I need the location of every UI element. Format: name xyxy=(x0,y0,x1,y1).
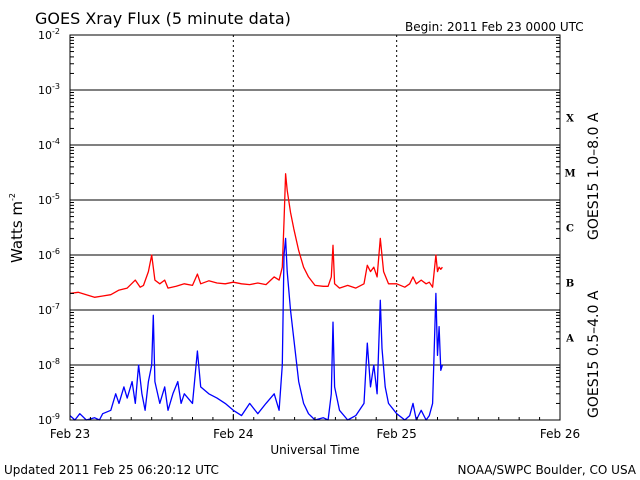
y-tick-label: 10-3 xyxy=(38,82,60,97)
y-tick-label: 10-2 xyxy=(38,27,60,42)
x-tick-label: Feb 24 xyxy=(213,427,253,441)
flare-class-b: B xyxy=(566,279,574,290)
flare-class-x: X xyxy=(566,114,574,125)
legend-long-channel: GOES15 1.0–8.0 A xyxy=(586,112,602,240)
updated-time: Updated 2011 Feb 25 06:20:12 UTC xyxy=(4,463,219,477)
x-tick-label: Feb 23 xyxy=(50,427,90,441)
series-line-long-channel xyxy=(69,173,443,298)
y-tick-label: 10-7 xyxy=(38,302,60,317)
flare-class-c: C xyxy=(566,224,574,235)
source-credit: NOAA/SWPC Boulder, CO USA xyxy=(458,463,637,477)
series-line-short-channel xyxy=(69,237,444,421)
y-axis-label-exp: -2 xyxy=(8,193,17,201)
series-layer xyxy=(69,173,444,421)
y-axis-ticks: 10-9 10-8 10-7 10-6 10-5 10-4 10-3 10-2 xyxy=(38,27,560,427)
flare-class-m: M xyxy=(564,169,575,180)
x-tick-label: Feb 26 xyxy=(540,427,580,441)
y-axis-label-base: Watts m xyxy=(8,201,26,263)
chart-title: GOES Xray Flux (5 minute data) xyxy=(35,9,291,28)
flare-class-a: A xyxy=(565,334,574,345)
begin-time: Begin: 2011 Feb 23 0000 UTC xyxy=(405,20,584,34)
y-tick-label: 10-6 xyxy=(38,247,60,262)
x-tick-label: Feb 25 xyxy=(376,427,416,441)
plot-frame xyxy=(69,34,561,421)
x-axis-label: Universal Time xyxy=(270,443,359,457)
y-tick-label: 10-9 xyxy=(38,412,60,427)
y-tick-label: 10-8 xyxy=(38,357,60,372)
y-tick-label: 10-5 xyxy=(38,192,60,207)
svg-text:Watts m-2: Watts m-2 xyxy=(8,193,26,263)
x-axis-ticks: Feb 23 Feb 24 Feb 25 Feb 26 xyxy=(50,414,580,441)
legend-short-channel: GOES15 0.5–4.0 A xyxy=(586,290,602,418)
flare-class-labels: A B C M X xyxy=(564,114,575,345)
y-axis-label: Watts m-2 xyxy=(8,193,26,263)
y-tick-label: 10-4 xyxy=(38,137,60,152)
